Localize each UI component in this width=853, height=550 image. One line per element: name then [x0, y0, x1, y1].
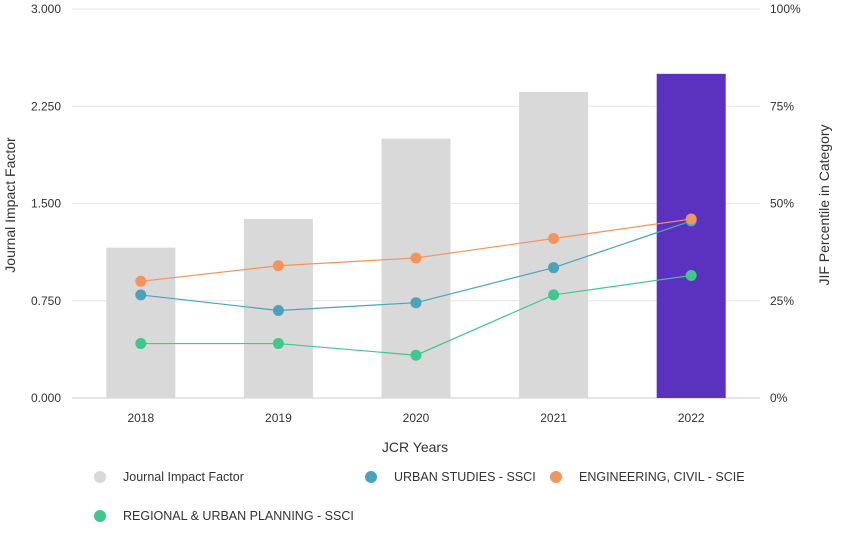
point-urban-studies-ssci-2021[interactable]	[548, 262, 560, 274]
x-tick-label: 2018	[127, 411, 154, 425]
point-urban-studies-ssci-2020[interactable]	[410, 297, 422, 309]
y-axis-right-title: JIF Percentile in Category	[816, 124, 832, 285]
legend-item-regional-urban-planning[interactable]: REGIONAL & URBAN PLANNING - SSCI	[94, 509, 354, 523]
series-points	[135, 213, 697, 361]
point-engineering-civil-scie-2020[interactable]	[410, 252, 422, 264]
point-regional-urban-planning-ssci-2021[interactable]	[548, 289, 560, 301]
y-left-tick-label: 1.500	[31, 197, 61, 211]
x-tick-label: 2020	[403, 411, 430, 425]
point-engineering-civil-scie-2019[interactable]	[272, 260, 284, 272]
legend-label-urban-studies: URBAN STUDIES - SSCI	[394, 470, 536, 484]
legend-marker-urban-studies	[365, 471, 377, 483]
legend-item-urban-studies[interactable]: URBAN STUDIES - SSCI	[365, 470, 536, 484]
point-engineering-civil-scie-2021[interactable]	[548, 233, 560, 245]
y-axis-left-title: Journal Impact Factor	[2, 137, 18, 273]
point-regional-urban-planning-ssci-2018[interactable]	[135, 338, 147, 350]
legend: Journal Impact Factor URBAN STUDIES - SS…	[94, 470, 745, 523]
legend-label-regional-urban-planning: REGIONAL & URBAN PLANNING - SSCI	[123, 509, 354, 523]
bar-2021[interactable]	[519, 91, 589, 398]
x-tick-label: 2019	[265, 411, 292, 425]
point-regional-urban-planning-ssci-2020[interactable]	[410, 349, 422, 361]
x-axis-title: JCR Years	[382, 439, 448, 455]
legend-label-engineering-civil: ENGINEERING, CIVIL - SCIE	[579, 470, 745, 484]
y-left-tick-label: 0.000	[31, 391, 61, 405]
point-engineering-civil-scie-2022[interactable]	[685, 213, 697, 225]
x-tick-label: 2021	[540, 411, 567, 425]
point-regional-urban-planning-ssci-2019[interactable]	[272, 338, 284, 350]
y-right-tick-label: 75%	[770, 99, 794, 113]
legend-label-journal-impact-factor: Journal Impact Factor	[123, 470, 244, 484]
axis-ticks: 0.000 0.750 1.500 2.250 3.000 0% 25% 50% 75% 100%…	[31, 2, 801, 425]
point-urban-studies-ssci-2019[interactable]	[272, 304, 284, 316]
legend-item-journal-impact-factor[interactable]: Journal Impact Factor	[94, 470, 244, 484]
y-right-tick-label: 50%	[770, 197, 794, 211]
bars	[106, 73, 726, 398]
y-right-tick-label: 25%	[770, 294, 794, 308]
point-engineering-civil-scie-2018[interactable]	[135, 275, 147, 287]
y-left-tick-label: 3.000	[31, 2, 61, 16]
legend-marker-regional-urban-planning	[94, 510, 106, 522]
y-right-tick-label: 100%	[770, 2, 801, 16]
legend-item-engineering-civil[interactable]: ENGINEERING, CIVIL - SCIE	[550, 470, 745, 484]
y-left-tick-label: 0.750	[31, 294, 61, 308]
y-right-tick-label: 0%	[770, 391, 788, 405]
legend-marker-journal-impact-factor	[94, 471, 106, 483]
y-left-tick-label: 2.250	[31, 99, 61, 113]
point-regional-urban-planning-ssci-2022[interactable]	[685, 269, 697, 281]
legend-marker-engineering-civil	[550, 471, 562, 483]
point-urban-studies-ssci-2018[interactable]	[135, 289, 147, 301]
bar-2022[interactable]	[656, 73, 726, 398]
bar-2018[interactable]	[106, 247, 176, 398]
x-tick-label: 2022	[678, 411, 705, 425]
